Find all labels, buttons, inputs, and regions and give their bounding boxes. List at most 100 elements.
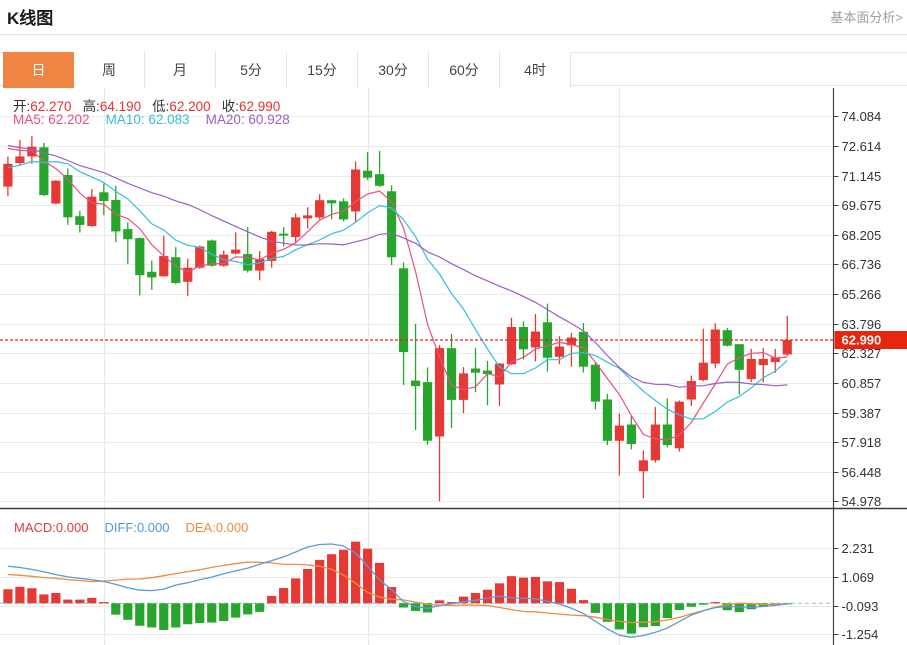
candle-33 bbox=[398, 262, 409, 386]
candle-10 bbox=[123, 222, 133, 264]
macd-bar-55 bbox=[662, 603, 672, 619]
fundamental-analysis-link[interactable]: 基本面分析> bbox=[830, 10, 903, 25]
MACD-label: MACD: bbox=[14, 520, 56, 535]
tab-15分[interactable]: 15分 bbox=[287, 52, 358, 88]
macd-bar-31 bbox=[374, 562, 385, 604]
macd-bar-36 bbox=[434, 600, 445, 604]
macd-bar-2 bbox=[27, 588, 37, 604]
price-axis-label: 54.978 bbox=[842, 494, 882, 509]
macd-bar-22 bbox=[267, 595, 277, 604]
candle-16 bbox=[195, 245, 205, 269]
macd-bar-47 bbox=[566, 588, 577, 604]
candle-58 bbox=[698, 328, 708, 382]
candle-15 bbox=[183, 258, 193, 296]
candle-61 bbox=[734, 344, 744, 395]
candle-36 bbox=[434, 344, 445, 502]
price-axis-label: 69.675 bbox=[842, 198, 882, 213]
candle-63 bbox=[758, 348, 768, 383]
tab-30分[interactable]: 30分 bbox=[358, 52, 429, 88]
price-axis-label: 65.266 bbox=[842, 287, 882, 302]
DIFF-value: 0.000 bbox=[136, 520, 170, 535]
macd-bar-39 bbox=[470, 592, 481, 604]
高-label: 高: bbox=[82, 99, 100, 114]
candle-32 bbox=[386, 185, 397, 266]
macd-bar-7 bbox=[87, 597, 97, 604]
candle-24 bbox=[291, 213, 301, 243]
candle-34 bbox=[410, 323, 421, 430]
macd-bar-14 bbox=[171, 603, 181, 628]
MA5-value: 62.202 bbox=[48, 112, 90, 127]
macd-axis-label: 1.069 bbox=[842, 570, 875, 585]
macd-bar-26 bbox=[315, 559, 325, 604]
收-label: 收: bbox=[221, 99, 239, 114]
macd-bar-9 bbox=[111, 603, 121, 615]
title-divider bbox=[0, 34, 907, 35]
DEA-label: DEA: bbox=[185, 520, 216, 535]
candle-27 bbox=[327, 200, 337, 220]
candle-8 bbox=[99, 183, 109, 216]
tab-4时[interactable]: 4时 bbox=[500, 52, 571, 88]
date-gridlines bbox=[104, 88, 620, 645]
低-value: 62.200 bbox=[169, 99, 211, 114]
candle-25 bbox=[303, 207, 313, 229]
macd-bar-51 bbox=[614, 603, 624, 630]
收-value: 62.990 bbox=[238, 99, 281, 114]
macd-bar-11 bbox=[135, 603, 145, 626]
MA20-readout: MA20: 60.928 bbox=[206, 112, 290, 127]
candle-54 bbox=[650, 407, 660, 463]
收-readout: 收:62.990 bbox=[222, 99, 281, 114]
开-value: 62.270 bbox=[30, 99, 72, 114]
MACD-value: 0.000 bbox=[55, 520, 89, 535]
macd-bar-1 bbox=[15, 586, 25, 604]
candle-29 bbox=[351, 161, 361, 222]
candle-60 bbox=[722, 327, 732, 347]
tab-5分[interactable]: 5分 bbox=[216, 52, 287, 88]
macd-bar-61 bbox=[734, 603, 744, 613]
高-value: 64.190 bbox=[99, 99, 142, 114]
macd-bar-23 bbox=[279, 588, 289, 604]
candle-26 bbox=[315, 194, 325, 220]
MA5-label: MA5: bbox=[13, 112, 49, 127]
MACD-readout: MACD:0.000 bbox=[14, 520, 88, 535]
macd-bar-4 bbox=[51, 592, 61, 604]
tab-60分[interactable]: 60分 bbox=[429, 52, 500, 88]
tab-日[interactable]: 日 bbox=[3, 52, 74, 88]
price-axis-label: 62.327 bbox=[842, 346, 882, 361]
macd-bar-62 bbox=[746, 603, 756, 610]
candle-0 bbox=[3, 156, 13, 196]
tab-月[interactable]: 月 bbox=[145, 52, 216, 88]
macd-bar-24 bbox=[291, 578, 301, 604]
tab-周[interactable]: 周 bbox=[74, 52, 145, 88]
MA10-label: MA10: bbox=[105, 112, 149, 127]
candle-47 bbox=[566, 332, 577, 367]
period-tabbar: 日周月 5分 15分 30分 60分 4时 bbox=[0, 52, 907, 88]
ma10-line bbox=[7, 160, 788, 420]
MA10-readout: MA10: 62.083 bbox=[106, 112, 190, 127]
diff-line bbox=[7, 543, 788, 638]
candle-12 bbox=[147, 260, 157, 290]
candle-17 bbox=[207, 239, 217, 267]
price-gridlines bbox=[0, 116, 834, 502]
macd-bar-18 bbox=[219, 603, 229, 622]
DIFF-readout: DIFF:0.000 bbox=[104, 520, 169, 535]
candle-11 bbox=[135, 237, 145, 296]
macd-bar-48 bbox=[578, 600, 589, 604]
candle-6 bbox=[75, 210, 85, 233]
高-readout: 高:64.190 bbox=[83, 99, 142, 114]
macd-bar-6 bbox=[75, 599, 85, 604]
开-label: 开: bbox=[13, 99, 31, 114]
DEA-value: 0.000 bbox=[215, 520, 249, 535]
candle-28 bbox=[339, 198, 349, 222]
macd-axis-labels: 2.231 1.069 -0.093 -1.254 bbox=[842, 541, 879, 642]
price-axis-label: 66.736 bbox=[842, 257, 882, 272]
ma20-line bbox=[7, 144, 788, 388]
price-axis-label: 63.796 bbox=[842, 317, 882, 332]
macd-bar-32 bbox=[386, 587, 397, 604]
macd-bar-38 bbox=[458, 596, 469, 604]
candle-59 bbox=[710, 323, 720, 369]
macd-histogram bbox=[3, 541, 792, 634]
macd-bar-46 bbox=[554, 582, 565, 604]
candle-35 bbox=[422, 367, 433, 445]
